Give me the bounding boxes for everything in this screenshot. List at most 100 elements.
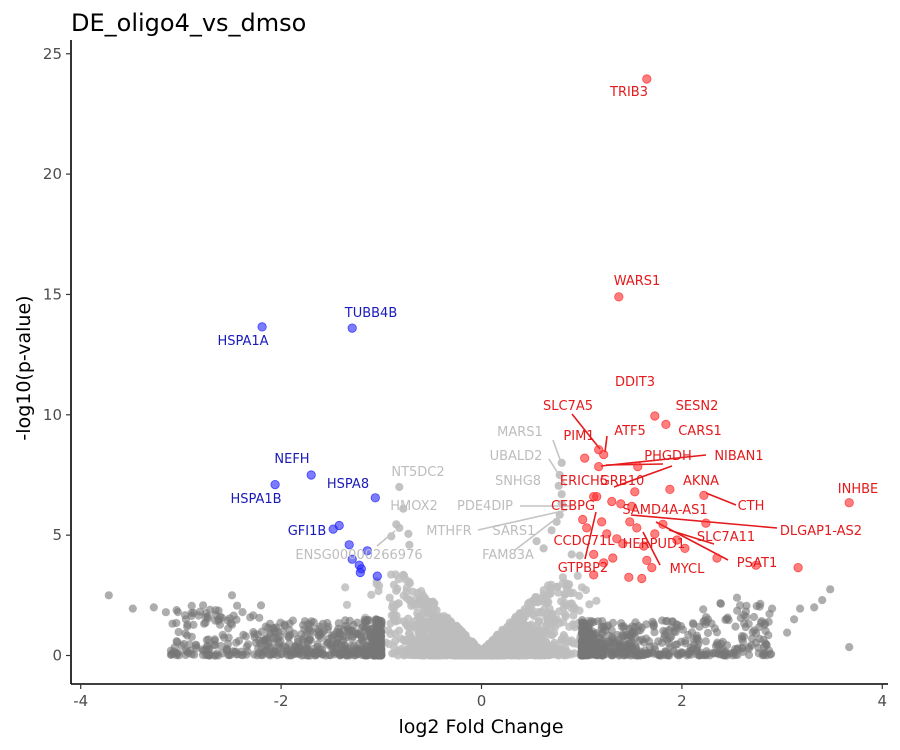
- ns-highlight-point: [532, 537, 541, 546]
- ns-point: [533, 650, 542, 660]
- gene-label: PIM1: [563, 429, 594, 444]
- gene-label: ENSG00000266976: [295, 548, 422, 563]
- ns-point: [394, 599, 403, 608]
- fc-only-point: [716, 646, 725, 655]
- gene-label: DDIT3: [615, 375, 655, 390]
- fc-only-point: [756, 618, 766, 628]
- fc-only-point: [731, 622, 740, 631]
- ns-point: [408, 587, 417, 596]
- connector-line: [613, 465, 673, 488]
- down-regulated-point: [270, 479, 280, 490]
- ns-point: [436, 617, 445, 626]
- ns-point: [568, 588, 578, 598]
- ns-point: [573, 571, 582, 580]
- fc-only-point: [277, 650, 286, 659]
- connector-line: [514, 513, 563, 551]
- fc-only-point: [796, 604, 805, 613]
- gene-label: WARS1: [614, 274, 661, 289]
- background-points: [104, 458, 854, 660]
- fc-only-point: [290, 629, 299, 638]
- ns-point: [536, 608, 545, 617]
- down-regulated-point: [344, 540, 354, 550]
- fc-only-point: [269, 633, 278, 643]
- fc-only-point: [189, 608, 198, 617]
- gene-label: NEFH: [274, 452, 309, 467]
- connector-line: [477, 509, 568, 531]
- fc-only-point: [710, 624, 720, 633]
- fc-only-point: [577, 642, 586, 651]
- connector-line: [584, 511, 597, 560]
- up-regulated-point: [642, 74, 652, 84]
- ns-point: [522, 628, 532, 637]
- up-regulated-point: [608, 553, 618, 563]
- fc-only-point: [599, 647, 608, 656]
- fc-only-point: [577, 651, 586, 660]
- fc-only-point: [181, 615, 190, 624]
- ns-point: [542, 630, 552, 639]
- ns-point: [592, 596, 601, 605]
- up-regulated-point: [680, 543, 690, 554]
- up-regulated-point: [582, 523, 592, 533]
- fc-only-point: [214, 606, 223, 615]
- y-tick-label: 20: [43, 165, 62, 183]
- fc-only-point: [274, 642, 283, 651]
- fc-only-point: [172, 618, 181, 628]
- fc-only-point: [618, 646, 628, 655]
- fc-only-point: [737, 634, 747, 643]
- fc-only-point: [166, 646, 175, 655]
- fc-only-point: [716, 599, 726, 608]
- ns-highlight-point: [395, 482, 404, 492]
- gene-label: PSAT1: [737, 556, 777, 571]
- fc-only-point: [818, 596, 827, 605]
- fc-only-point: [612, 648, 621, 657]
- ns-point: [404, 650, 413, 659]
- fc-only-point: [172, 637, 181, 646]
- ns-point: [391, 570, 400, 579]
- ns-point: [547, 609, 556, 619]
- ns-point: [463, 637, 472, 646]
- fc-only-point: [229, 611, 238, 620]
- fc-only-point: [603, 621, 613, 630]
- gene-label: GRB10: [600, 474, 645, 489]
- fc-only-point: [671, 640, 680, 649]
- fc-only-point: [608, 633, 617, 642]
- ns-point: [556, 645, 565, 654]
- fc-only-point: [237, 647, 246, 656]
- up-regulated-point: [625, 517, 635, 527]
- up-regulated-point: [632, 523, 642, 533]
- fc-only-point: [341, 616, 350, 625]
- fc-only-point: [598, 617, 607, 626]
- up-regulated-point: [602, 529, 612, 539]
- up-regulated-point: [751, 560, 761, 570]
- y-tick-label: 5: [52, 526, 62, 544]
- fc-only-point: [334, 624, 343, 633]
- ns-point: [575, 591, 584, 601]
- fc-only-point: [174, 627, 183, 637]
- fc-only-point: [755, 602, 764, 611]
- fc-only-point: [766, 650, 775, 659]
- fc-only-point: [324, 622, 333, 631]
- gene-label: PHGDH: [644, 449, 691, 464]
- ns-point: [525, 636, 535, 645]
- fc-only-point: [659, 626, 668, 636]
- ns-point: [404, 614, 413, 623]
- up-regulated-point: [793, 562, 803, 573]
- fc-only-point: [225, 650, 234, 660]
- up-regulated-point: [647, 562, 657, 573]
- fc-only-point: [578, 619, 588, 628]
- gene-label: TUBB4B: [344, 306, 397, 321]
- up-regulated-point: [658, 519, 668, 529]
- axes: -4 -2 0 2 4 0 5 10 15 20 25: [43, 40, 888, 710]
- ns-point: [397, 647, 406, 656]
- x-tick-label: 2: [677, 692, 687, 710]
- fc-only-point: [239, 630, 248, 639]
- ns-point: [479, 650, 488, 659]
- x-tick-label: 4: [878, 692, 888, 710]
- down-regulated-point: [328, 524, 338, 534]
- up-regulated-point: [630, 487, 640, 497]
- ns-point: [570, 649, 579, 658]
- fc-only-point: [343, 651, 352, 660]
- ns-point: [585, 600, 594, 609]
- fc-only-point: [741, 623, 750, 632]
- y-tick-label: 0: [52, 647, 62, 665]
